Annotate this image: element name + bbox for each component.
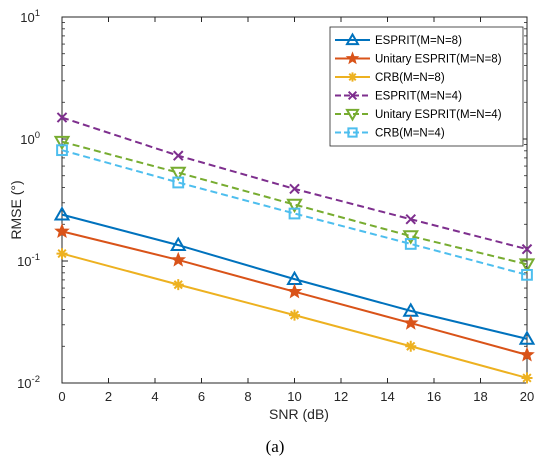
marker-x	[172, 150, 184, 161]
y-tick-label: 101	[20, 8, 40, 25]
legend-label: CRB(M=N=8)	[375, 72, 445, 84]
series-unitary-esprit-m-n-4-	[53, 135, 536, 273]
marker-triangle-down	[53, 135, 71, 151]
marker-x	[289, 183, 300, 195]
marker-star	[54, 223, 70, 238]
series-line	[61, 140, 528, 266]
legend-item: ESPRIT(M=N=8)	[335, 32, 462, 47]
legend-item: CRB(M=N=4)	[335, 127, 445, 140]
series-esprit-m-n-4-	[56, 112, 533, 255]
y-axis-label: RMSE (°)	[8, 180, 24, 239]
legend-label: ESPRIT(M=N=8)	[375, 35, 462, 47]
marker-star	[345, 51, 360, 65]
x-tick-label: 6	[198, 389, 205, 404]
y-tick-exponent: -1	[32, 252, 40, 263]
marker-triangle-down	[345, 108, 360, 122]
y-tick-label: 10-2	[17, 374, 40, 391]
y-tick-label: 10-1	[17, 252, 40, 269]
marker-asterisk	[288, 309, 301, 321]
x-axis-label: SNR (dB)	[269, 406, 329, 422]
legend-label: CRB(M=N=4)	[375, 128, 445, 140]
legend: ESPRIT(M=N=8) Unitary ESPRIT(M=N=8) CRB(M=…	[329, 26, 524, 147]
y-tick-exponent: 1	[35, 8, 40, 19]
x-tick-label: 0	[58, 389, 65, 404]
y-tick-base: 10	[17, 376, 31, 391]
marker-triangle-up	[518, 330, 536, 345]
marker-triangle-up	[345, 32, 360, 46]
marker-square	[56, 144, 68, 157]
marker-square	[288, 207, 301, 220]
legend-label: ESPRIT(M=N=4)	[375, 91, 462, 103]
legend-item: Unitary ESPRIT(M=N=4)	[335, 108, 502, 122]
legend-item: Unitary ESPRIT(M=N=8)	[335, 51, 502, 66]
legend-label: Unitary ESPRIT(M=N=8)	[375, 54, 502, 66]
x-tick-label: 12	[334, 389, 348, 404]
series-line	[61, 213, 528, 340]
series-line	[61, 149, 528, 276]
x-tick-label: 4	[151, 389, 158, 404]
marker-asterisk	[56, 248, 68, 260]
x-tick-label: 20	[520, 389, 534, 404]
series-unitary-esprit-m-n-8-	[54, 223, 535, 362]
series-group	[53, 112, 536, 384]
marker-x	[347, 90, 358, 101]
legend-box	[329, 26, 524, 147]
x-tick-label: 8	[244, 389, 251, 404]
y-tick-base: 10	[20, 10, 34, 25]
marker-star	[170, 251, 187, 267]
x-tick-label: 16	[427, 389, 441, 404]
y-tick-base: 10	[20, 132, 34, 147]
marker-triangle-up	[53, 206, 71, 221]
marker-asterisk	[172, 279, 184, 291]
series-crb-m-n-4-	[56, 144, 533, 281]
marker-x	[405, 213, 417, 225]
marker-x	[521, 243, 533, 255]
marker-square	[404, 238, 417, 250]
y-tick-exponent: -2	[32, 374, 40, 385]
series-crb-m-n-8-	[56, 248, 533, 384]
x-tick-label: 18	[473, 389, 487, 404]
marker-triangle-down	[402, 230, 419, 245]
marker-triangle-down	[286, 198, 303, 214]
legend-item: CRB(M=N=8)	[335, 72, 445, 84]
marker-star	[402, 314, 419, 330]
marker-triangle-down	[170, 166, 187, 182]
marker-square	[172, 176, 185, 189]
x-tick-label: 10	[287, 389, 301, 404]
y-tick-base: 10	[17, 254, 31, 269]
marker-x	[56, 112, 68, 123]
marker-triangle-down	[518, 258, 536, 273]
x-tick-label: 2	[105, 389, 112, 404]
y-tick-exponent: 0	[35, 130, 40, 141]
series-esprit-m-n-8-	[53, 206, 536, 345]
marker-triangle-up	[170, 236, 187, 251]
legend-item: ESPRIT(M=N=4)	[335, 91, 462, 103]
marker-asterisk	[405, 340, 417, 352]
marker-star	[519, 346, 535, 362]
marker-star	[286, 283, 303, 299]
marker-square	[347, 127, 358, 138]
x-tick-label: 14	[380, 389, 394, 404]
marker-square	[521, 268, 533, 281]
figure-caption: (a)	[266, 437, 285, 456]
y-tick-label: 100	[20, 130, 40, 147]
legend-label: Unitary ESPRIT(M=N=4)	[375, 109, 502, 121]
marker-asterisk	[347, 72, 358, 82]
marker-asterisk	[521, 372, 533, 384]
